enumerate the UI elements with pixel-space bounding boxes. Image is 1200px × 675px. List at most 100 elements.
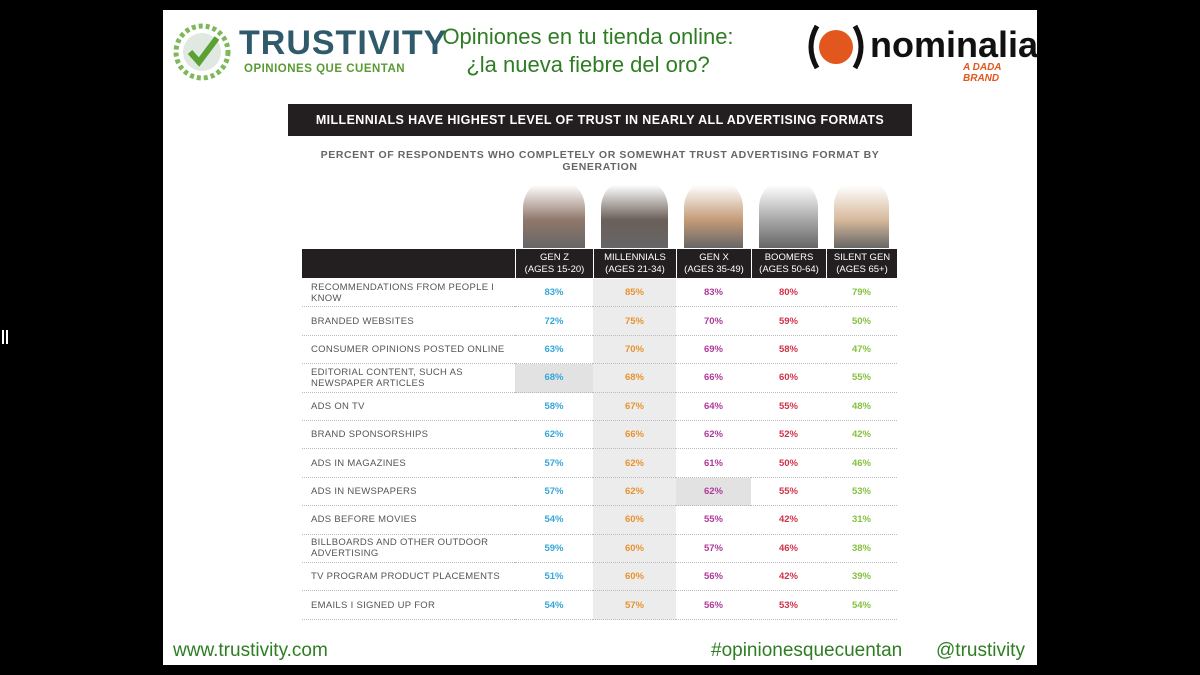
row-label-text: ADS BEFORE MOVIES (311, 514, 417, 526)
column-name: GEN X (699, 252, 729, 263)
table-cell: 79% (826, 279, 897, 308)
slide-title: Opiniones en tu tienda online: (442, 24, 734, 49)
table-cell: 53% (751, 591, 826, 620)
table-cell: 48% (826, 393, 897, 421)
table-cell: 64% (676, 393, 751, 421)
column-name: MILLENNIALS (604, 252, 666, 263)
table-cell: 63% (515, 336, 593, 365)
table-cell: 72% (515, 307, 593, 336)
table-cell: 75% (593, 307, 676, 336)
table-cell: 66% (593, 421, 676, 450)
row-label: ADS ON TV (302, 393, 515, 421)
table-cell: 60% (751, 364, 826, 393)
table-banner: MILLENNIALS HAVE HIGHEST LEVEL OF TRUST … (288, 104, 912, 136)
row-label-text: ADS IN MAGAZINES (311, 457, 407, 469)
table-cell: 62% (676, 421, 751, 450)
table-cell: 55% (826, 364, 897, 393)
column-ages: (AGES 35-49) (684, 264, 744, 275)
column-ages: (AGES 50-64) (759, 264, 819, 275)
table-cell: 54% (826, 591, 897, 620)
row-label-text: TV PROGRAM PRODUCT PLACEMENTS (311, 571, 501, 583)
table-cell: 54% (515, 591, 593, 620)
table-cell: 53% (826, 478, 897, 507)
table-cell: 62% (593, 477, 676, 507)
table-cell: 60% (593, 563, 676, 592)
partner-icon (808, 24, 864, 70)
pause-icon (2, 330, 8, 344)
row-label: BRAND SPONSORSHIPS (302, 421, 515, 450)
column-name: GEN Z (539, 252, 570, 263)
row-label-text: BILLBOARDS AND OTHER OUTDOOR ADVERTISING (311, 537, 489, 560)
table-cell: 80% (751, 279, 826, 308)
table-cell: 85% (593, 279, 676, 308)
person-photo (523, 178, 585, 248)
table-cell: 56% (676, 591, 751, 620)
partner-name: nominalia (870, 24, 1039, 65)
table-cell: 70% (593, 335, 676, 365)
logo-badge (173, 23, 231, 81)
column-name: SILENT GEN (833, 252, 891, 263)
logo-tagline: OPINIONES QUE CUENTAN (244, 63, 406, 75)
row-label-text: CONSUMER OPINIONS POSTED ONLINE (311, 343, 505, 355)
column-header: SILENT GEN (AGES 65+) (826, 249, 897, 278)
table-cell: 55% (751, 393, 826, 421)
table-cell: 69% (676, 336, 751, 365)
footer-url: www.trustivity.com (173, 640, 328, 661)
footer-hashtag: #opinionesquecuentan (711, 640, 903, 661)
table-cell: 59% (515, 535, 593, 563)
table-cell: 54% (515, 506, 593, 535)
table-cell: 62% (676, 477, 751, 507)
column-ages: (AGES 15-20) (524, 264, 585, 275)
row-label: BILLBOARDS AND OTHER OUTDOOR ADVERTISING (302, 535, 515, 563)
row-label: BRANDED WEBSITES (302, 307, 515, 336)
row-label-text: EMAILS I SIGNED UP FOR (311, 599, 436, 611)
table-cell: 38% (826, 535, 897, 563)
table-cell: 46% (751, 535, 826, 563)
table-cell: 55% (751, 478, 826, 507)
column-header: GEN Z (AGES 15-20) (515, 249, 593, 278)
row-label-text: ADS IN NEWSPAPERS (311, 485, 417, 497)
column-header: MILLENNIALS (AGES 21-34) (593, 249, 676, 278)
table-cell: 83% (676, 279, 751, 308)
table-cell: 83% (515, 279, 593, 308)
table-cell: 56% (676, 563, 751, 592)
person-photo (834, 178, 889, 248)
column-name: BOOMERS (764, 252, 814, 263)
row-label: EDITORIAL CONTENT, SUCH AS NEWSPAPER ART… (302, 364, 515, 393)
row-label-text: BRANDED WEBSITES (311, 315, 414, 327)
table-cell: 42% (751, 563, 826, 592)
row-label: EMAILS I SIGNED UP FOR (302, 591, 515, 620)
table-cell: 60% (593, 534, 676, 563)
slide-title: ¿la nueva fiebre del oro? (466, 52, 710, 77)
column-ages: (AGES 65+) (836, 264, 888, 275)
table-cell: 67% (593, 392, 676, 421)
person-photo (601, 178, 668, 248)
row-label-text: BRAND SPONSORSHIPS (311, 429, 429, 441)
row-label: ADS BEFORE MOVIES (302, 506, 515, 535)
table-cell: 42% (751, 506, 826, 535)
row-label: ADS IN NEWSPAPERS (302, 478, 515, 507)
table-cell: 60% (593, 506, 676, 535)
table-cell: 39% (826, 563, 897, 592)
row-label: CONSUMER OPINIONS POSTED ONLINE (302, 336, 515, 365)
table-cell: 70% (676, 307, 751, 336)
table-cell: 46% (826, 449, 897, 478)
table-cell: 59% (751, 307, 826, 336)
column-header: GEN X (AGES 35-49) (676, 249, 751, 278)
table-cell: 51% (515, 563, 593, 592)
table-cell: 57% (515, 478, 593, 507)
table-cell: 50% (826, 307, 897, 336)
row-label: ADS IN MAGAZINES (302, 449, 515, 478)
partner-tagline: A DADA BRAND (963, 62, 1002, 84)
table-cell: 68% (515, 364, 593, 393)
footer-handle: @trustivity (936, 640, 1025, 661)
table-cell: 57% (515, 449, 593, 478)
row-label: RECOMMENDATIONS FROM PEOPLE I KNOW (302, 279, 515, 308)
table-cell: 47% (826, 336, 897, 365)
table-cell: 57% (676, 535, 751, 563)
table-cell: 62% (515, 421, 593, 450)
table-cell: 42% (826, 421, 897, 450)
row-label-text: ADS ON TV (311, 400, 365, 412)
table-cell: 61% (676, 449, 751, 478)
